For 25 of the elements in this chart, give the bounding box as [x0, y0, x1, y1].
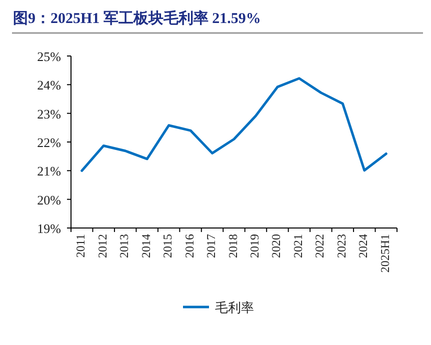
y-tick-label: 21%: [37, 164, 62, 179]
x-tick-label: 2016: [182, 234, 196, 258]
x-tick-label: 2011: [74, 234, 88, 258]
y-tick-label: 23%: [37, 106, 62, 122]
x-tick-label: 2014: [138, 234, 153, 258]
line-series: [80, 77, 388, 172]
x-tick-label: 2019: [247, 234, 262, 258]
x-tick-label: 2023: [334, 234, 348, 258]
legend-label: 毛利率: [215, 300, 254, 315]
x-tick-label: 2025H1: [378, 234, 392, 273]
x-tick-label: 2022: [312, 234, 327, 258]
x-tick-label: 2021: [290, 234, 305, 258]
x-tick-label: 2018: [226, 234, 240, 258]
x-tick-label: 2012: [95, 234, 110, 258]
x-tick-label: 2020: [269, 234, 284, 258]
y-tick-label: 20%: [37, 192, 62, 208]
y-tick-label: 22%: [37, 135, 62, 150]
x-tick-label: 2017: [204, 234, 218, 258]
chart-title: 图9：2025H1 军工板块毛利率 21.59%: [13, 9, 261, 27]
y-tick-label: 24%: [37, 78, 62, 93]
y-tick-label: 25%: [37, 49, 62, 64]
x-tick-label: 2015: [160, 234, 175, 258]
y-tick-label: 19%: [37, 221, 62, 236]
x-tick-label: 2024: [356, 234, 370, 258]
x-tick-label: 2013: [117, 234, 132, 258]
